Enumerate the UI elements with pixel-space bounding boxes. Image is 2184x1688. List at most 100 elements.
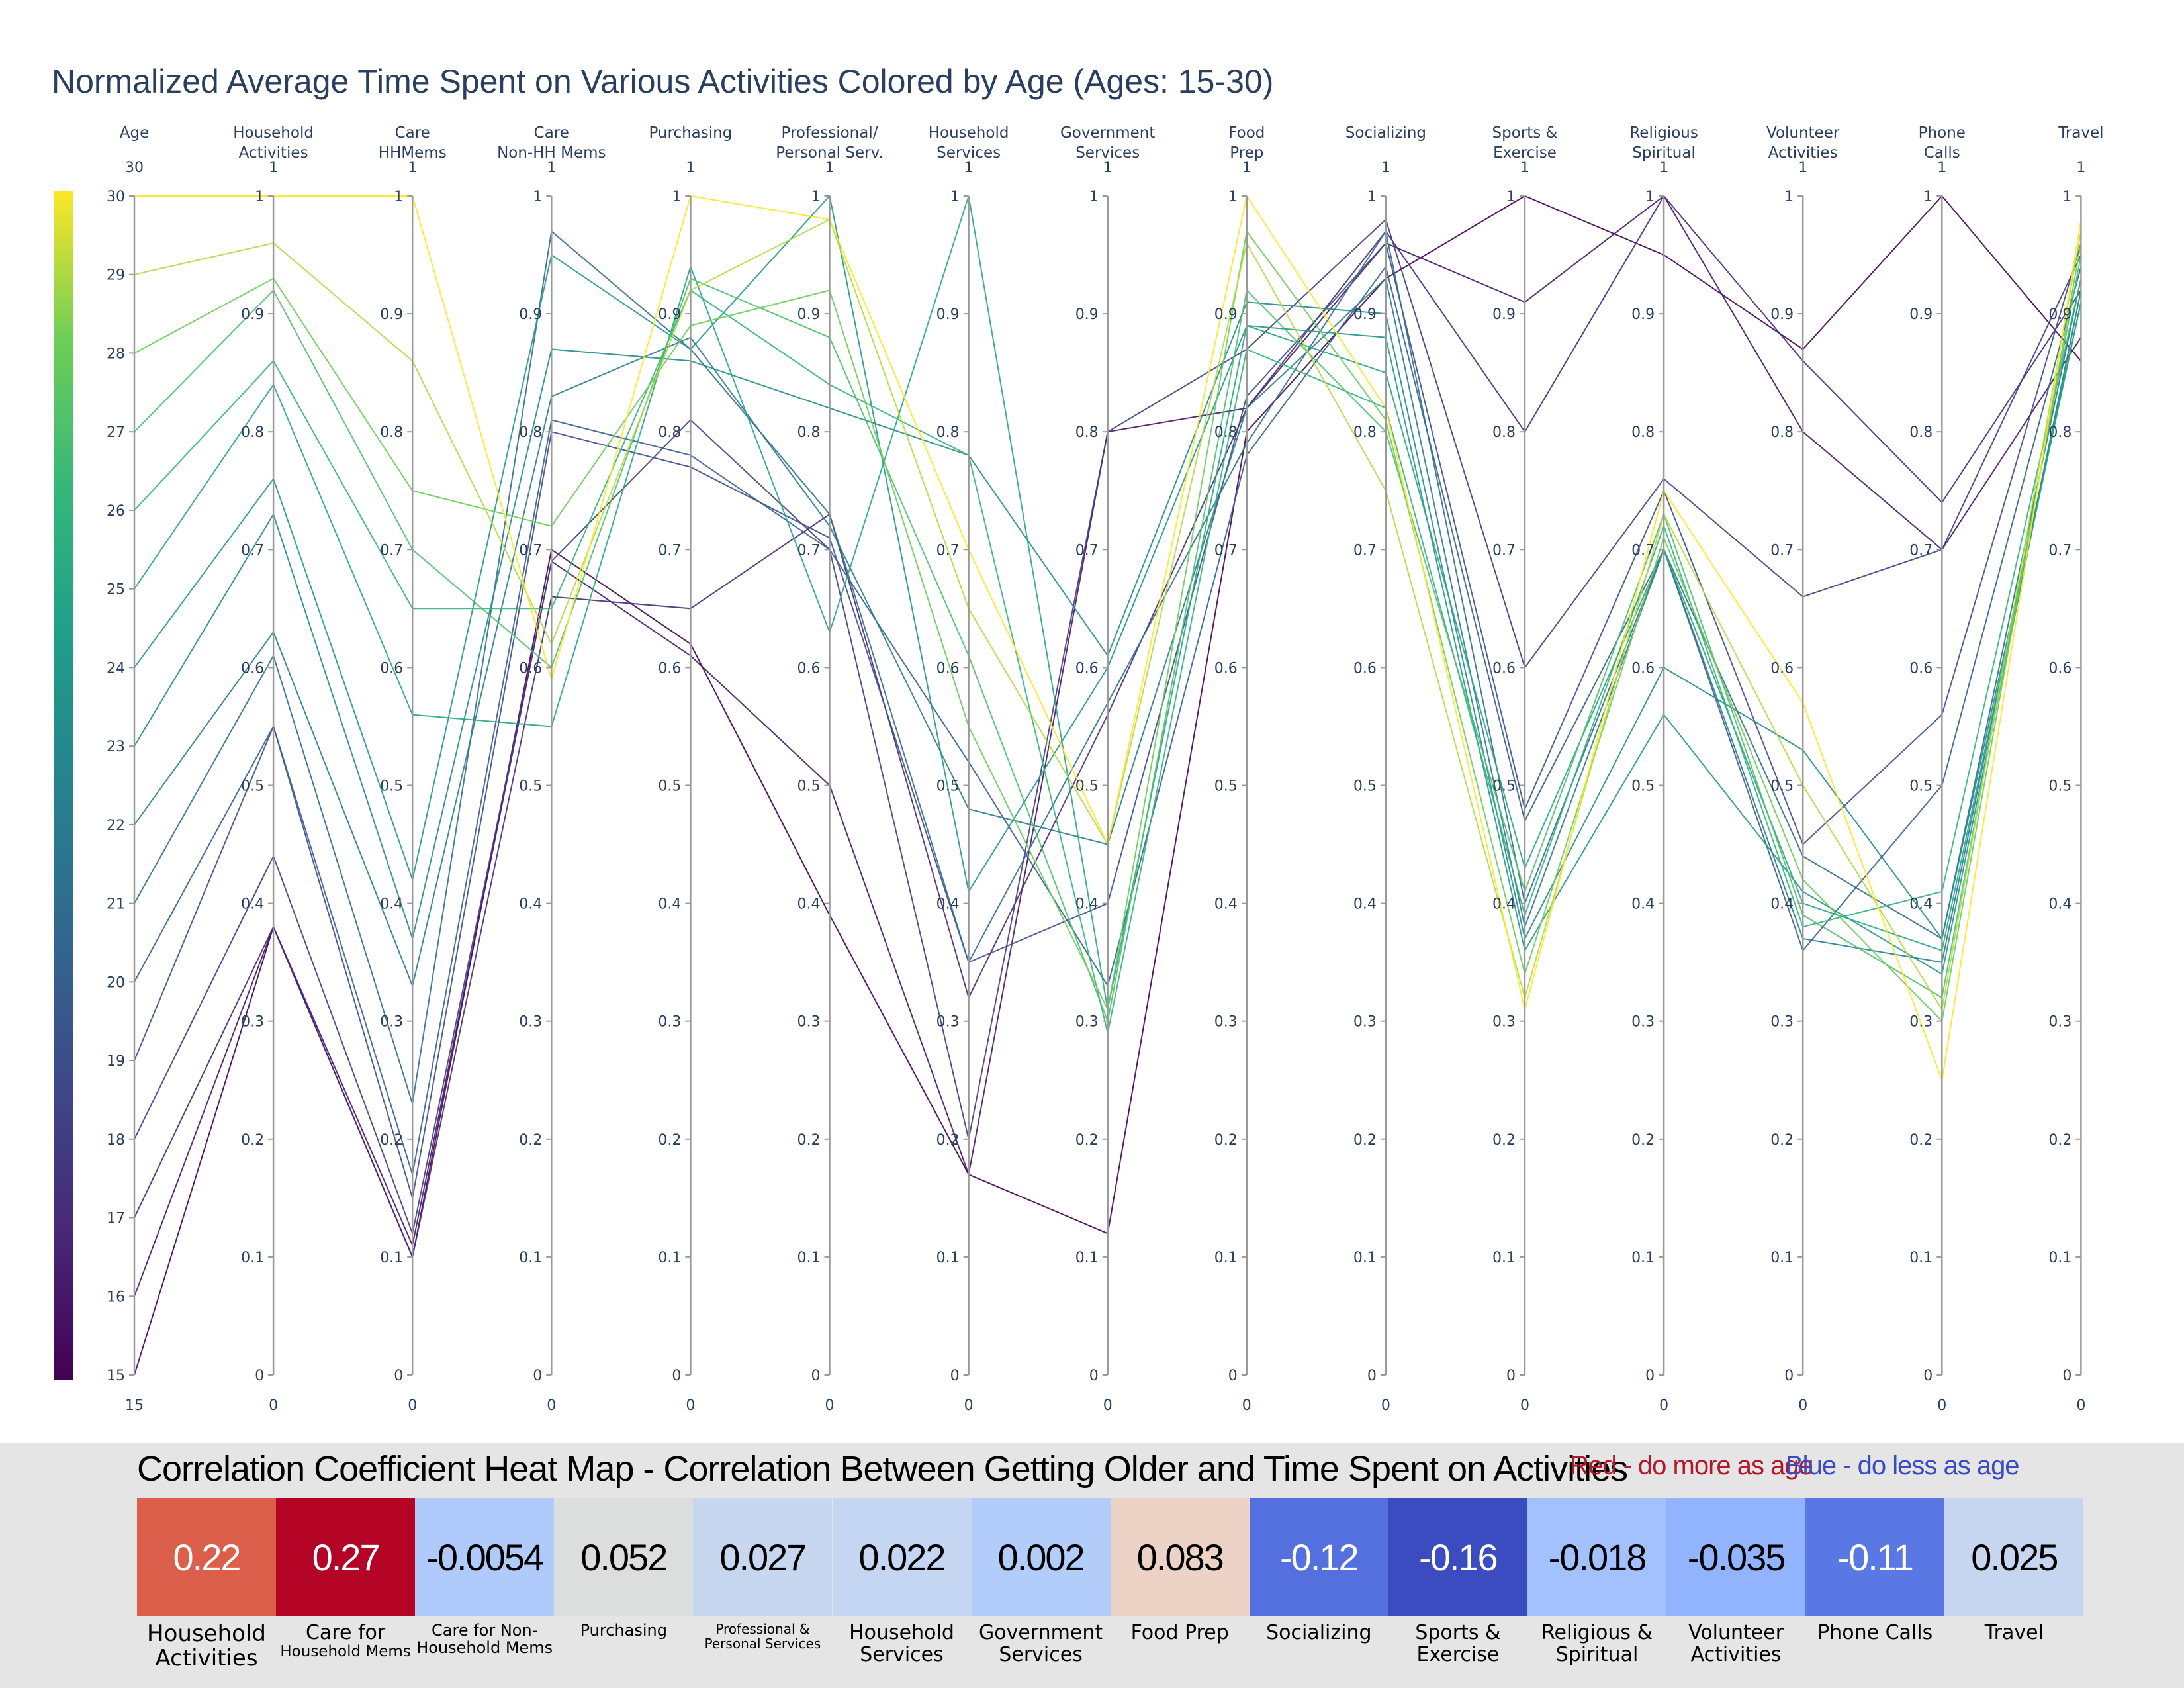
axis-tick-label: 20	[107, 974, 125, 991]
axis-tick-label: 0.1	[1075, 1250, 1099, 1266]
heatmap-cell-label: Purchasing	[580, 1621, 667, 1640]
axis-name: Activities	[1768, 144, 1838, 162]
heatmap-cell-government-services: 0.002	[971, 1498, 1111, 1616]
axis-name: Prep	[1230, 144, 1263, 162]
axis-tick-label: 0.4	[2048, 896, 2071, 913]
axis-tick-label: 0.2	[519, 1132, 542, 1149]
axis-tick-label: 0.5	[936, 778, 960, 795]
axis-tick-label: 0.6	[380, 660, 403, 677]
axis-range-max: 1	[547, 160, 556, 176]
axis-tick-label: 0.4	[1214, 896, 1238, 913]
axis-range-min: 0	[269, 1397, 278, 1414]
axis-range-min: 0	[2076, 1397, 2085, 1414]
heatmap-cell-religious-spiritual: -0.018	[1527, 1498, 1666, 1616]
axis-tick-label: 0.8	[2048, 424, 2071, 441]
axis-tick-label: 0	[950, 1368, 960, 1384]
axis-tick-label: 0.2	[1631, 1132, 1655, 1149]
colorbar	[54, 191, 73, 1380]
axis-tick-label: 0.8	[1909, 424, 1933, 441]
axis-tick-label: 0.8	[241, 424, 264, 441]
axis-range-min: 0	[408, 1397, 417, 1414]
axis-household-activities[interactable]: Household Activities 0 0.1 0.2 0.3 0.4 0.5 0.6 0.…	[233, 124, 314, 1414]
axis-travel[interactable]: Travel 0 0.1 0.2 0.3 0.4 0.5 0.6 0.7 0.8 0.9 11 0	[2048, 124, 2103, 1414]
axis-tick-label: 30	[107, 189, 125, 205]
axis-range-min: 15	[125, 1397, 144, 1414]
axis-range-min: 0	[547, 1397, 556, 1414]
axis-professional-personal-serv[interactable]: Professional/Personal Serv. 0 0.1 0.2 0.3 0.4…	[776, 124, 883, 1414]
axis-tick-label: 0.2	[936, 1132, 960, 1149]
axis-range-min: 0	[1937, 1397, 1946, 1414]
axis-name: Household	[929, 124, 1009, 142]
heatmap-cell-label: Travel	[1984, 1621, 2044, 1644]
axis-name: Volunteer	[1766, 124, 1840, 142]
axis-name: Non-HH Mems	[497, 144, 606, 162]
axis-tick-label: 1	[1367, 189, 1377, 205]
axis-name: Exercise	[1493, 144, 1557, 162]
axis-tick-label: 0	[811, 1368, 821, 1384]
axis-volunteer-activities[interactable]: Volunteer Activities 0 0.1 0.2 0.3 0.4 0.5 0.6 0.…	[1766, 124, 1840, 1414]
axis-tick-label: 0.6	[1770, 660, 1794, 677]
axis-name: Calls	[1924, 144, 1960, 162]
axis-tick-label: 0.1	[1909, 1250, 1933, 1266]
axis-tick-label: 19	[107, 1053, 125, 1070]
axis-name: Food	[1228, 124, 1265, 142]
axis-tick-label: 0.3	[797, 1014, 821, 1031]
axis-food-prep[interactable]: Food Prep 0 0.1 0.2 0.3 0.4 0.5 0.6 0.7 0.8 0.9 11 0	[1214, 124, 1265, 1414]
axis-tick-label: 0.9	[1631, 306, 1655, 323]
axis-religious-spiritual[interactable]: Religious Spiritual 0 0.1 0.2 0.3 0.4 0.5 0.6 0.7…	[1629, 124, 1698, 1414]
axis-tick-label: 0.9	[2048, 306, 2071, 323]
axis-care-hhmems[interactable]: Care HHMems 0 0.1 0.2 0.3 0.4 0.5 0.6 0.7 0.8 0.9 11…	[379, 124, 447, 1414]
axis-care-non-hh-mems[interactable]: Care Non-HH Mems 0 0.1 0.2 0.3 0.4 0.5 0.6 0.7 0.8…	[497, 124, 606, 1414]
axis-tick-label: 0.6	[936, 660, 960, 677]
axis-tick-label: 0.1	[797, 1250, 821, 1266]
heatmap-cell-purchasing: 0.052	[554, 1498, 694, 1616]
axis-tick-label: 0.4	[1353, 896, 1377, 913]
axis-tick-label: 0.1	[1353, 1250, 1377, 1266]
axis-name: Phone	[1919, 124, 1966, 142]
axis-tick-label: 0.3	[1909, 1014, 1933, 1031]
axis-tick-label: 0	[1228, 1368, 1238, 1384]
axis-tick-label: 0.9	[1075, 306, 1099, 323]
axis-tick-label: 17	[107, 1211, 125, 1227]
axis-tick-label: 0.9	[519, 306, 542, 323]
axis-government-services[interactable]: Government Services 0 0.1 0.2 0.3 0.4 0.5 0.6 0.7…	[1060, 124, 1155, 1414]
axis-tick-label: 0.7	[380, 542, 403, 559]
axis-name: Care	[395, 124, 430, 142]
axis-tick-label: 0.1	[519, 1250, 542, 1266]
axis-tick-label: 24	[107, 660, 125, 677]
axis-socializing[interactable]: Socializing 0 0.1 0.2 0.3 0.4 0.5 0.6 0.7 0.8 0.9 1…	[1345, 124, 1426, 1414]
axis-tick-label: 1	[811, 189, 821, 205]
axis-phone-calls[interactable]: Phone Calls 0 0.1 0.2 0.3 0.4 0.5 0.6 0.7 0.8 0.9 11…	[1909, 124, 1966, 1414]
axis-range-min: 0	[964, 1397, 974, 1414]
axis-tick-label: 0.7	[797, 542, 821, 559]
axis-range-max: 1	[1659, 160, 1668, 176]
axis-tick-label: 0	[394, 1368, 403, 1384]
axis-tick-label: 0.9	[1353, 306, 1377, 323]
axis-tick-label: 27	[107, 424, 125, 441]
heatmap-cell-sports-exercise: -0.16	[1388, 1498, 1527, 1616]
axis-tick-label: 0.8	[1353, 424, 1377, 441]
axis-tick-label: 0.2	[1770, 1132, 1794, 1149]
axis-purchasing[interactable]: Purchasing 0 0.1 0.2 0.3 0.4 0.5 0.6 0.7 0.8 0.9 11…	[649, 124, 732, 1414]
axis-tick-label: 1	[1645, 189, 1655, 205]
axis-name: Services	[936, 144, 1001, 162]
axis-tick-label: 0.7	[2048, 542, 2071, 559]
axis-tick-label: 0.5	[1631, 778, 1655, 795]
axis-tick-label: 0.6	[1214, 660, 1238, 677]
legend-blue-note: Blue - do less as age	[1786, 1451, 2020, 1480]
axis-range-max: 1	[1381, 160, 1390, 176]
axis-tick-label: 0.4	[936, 896, 960, 913]
axis-tick-label: 0.3	[1353, 1014, 1377, 1031]
axis-household-services[interactable]: Household Services 0 0.1 0.2 0.3 0.4 0.5 0.6 0.7 0…	[929, 124, 1009, 1414]
axis-tick-label: 0.6	[2048, 660, 2071, 677]
heatmap-cell-volunteer-activities: -0.035	[1666, 1498, 1806, 1616]
axis-tick-label: 0.5	[1909, 778, 1933, 795]
axis-sports-exercise[interactable]: Sports & Exercise 0 0.1 0.2 0.3 0.4 0.5 0.6 0.7 0.…	[1492, 124, 1558, 1414]
heatmap-cell-care-for-non-household-mems: -0.0054	[415, 1498, 555, 1616]
axis-range-min: 0	[1242, 1397, 1251, 1414]
heatmap-cell-label: Volunteer Activities	[1688, 1621, 1784, 1666]
axis-range-max: 1	[2076, 160, 2085, 176]
